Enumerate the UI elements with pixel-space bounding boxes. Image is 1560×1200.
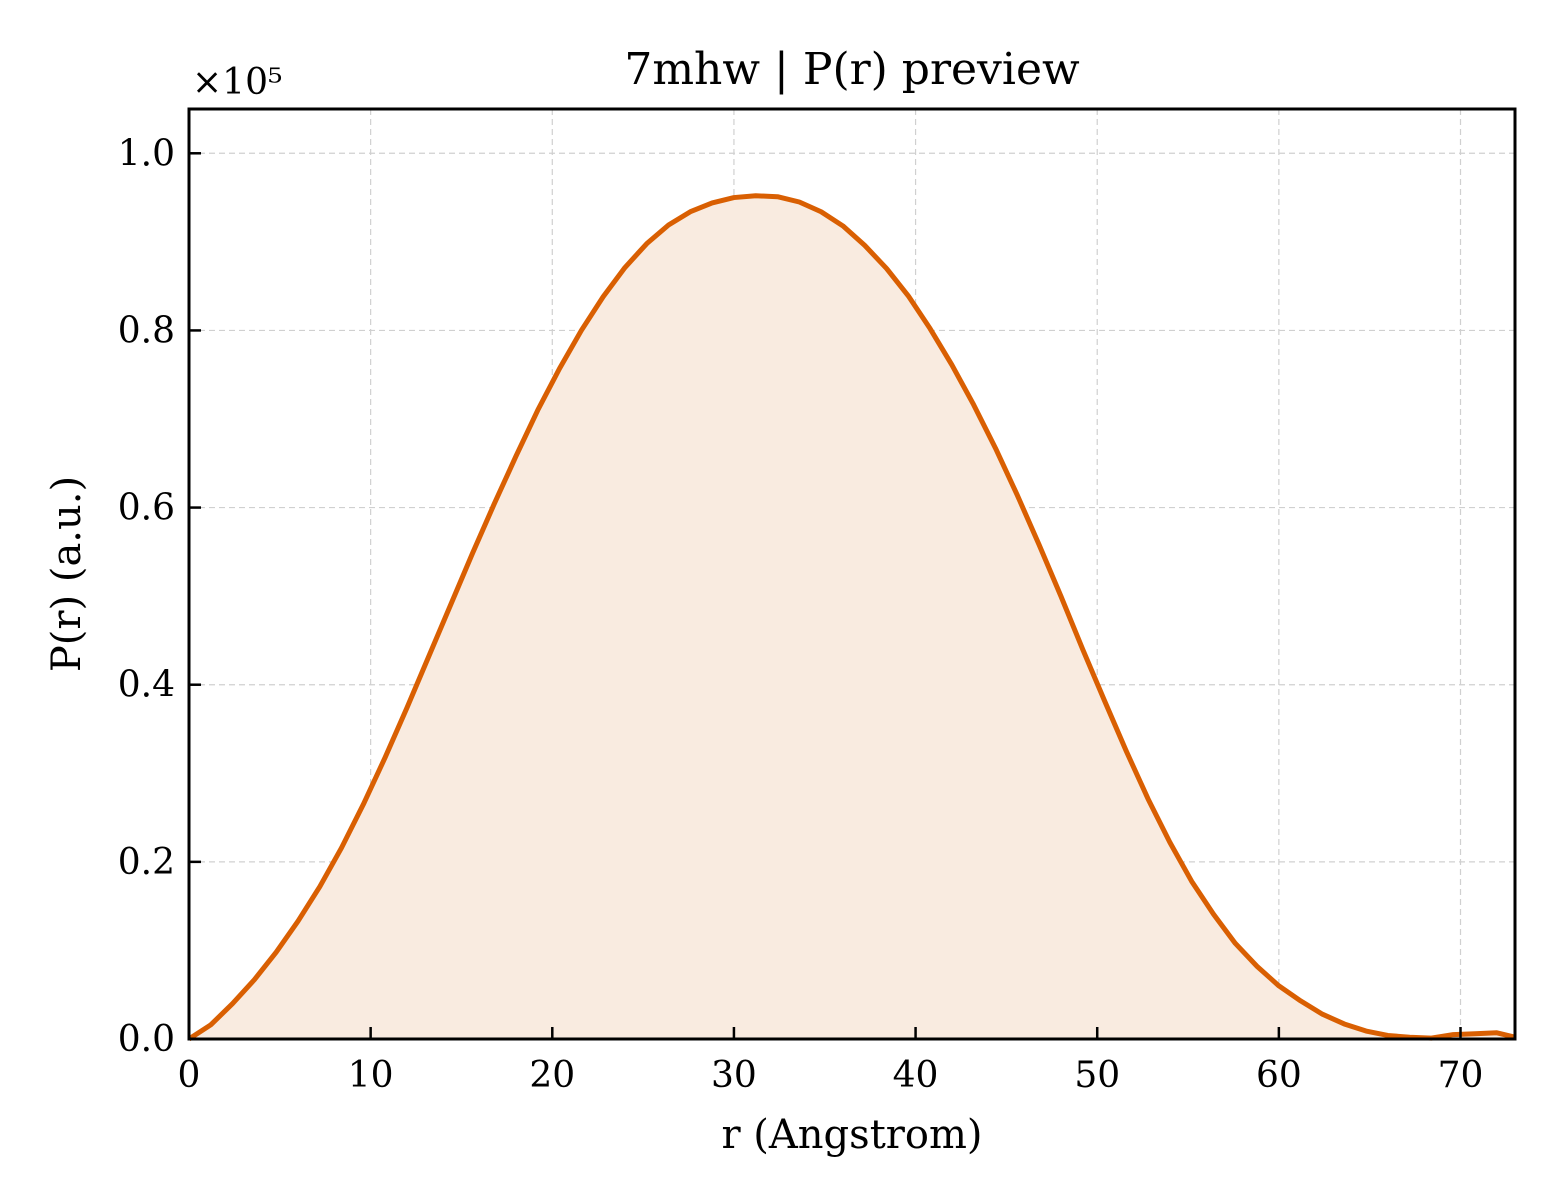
chart-title: 7mhw | P(r) preview xyxy=(624,44,1080,95)
x-tick-label: 40 xyxy=(893,1055,939,1096)
y-tick-label: 0.6 xyxy=(118,488,175,529)
x-tick-label: 0 xyxy=(178,1055,201,1096)
x-tick-label: 50 xyxy=(1074,1055,1120,1096)
x-axis-label: r (Angstrom) xyxy=(721,1112,982,1158)
y-tick-label: 0.4 xyxy=(118,665,175,706)
series-line xyxy=(187,193,1516,1042)
y-tick-label: 1.0 xyxy=(118,133,175,174)
plot-frame xyxy=(187,107,1517,1041)
y-tick-label: 0.2 xyxy=(118,842,175,883)
area-fill xyxy=(189,195,1515,1040)
x-tick-label: 60 xyxy=(1256,1055,1302,1096)
y-tick-label: 0.8 xyxy=(118,310,175,351)
x-tick-label: 10 xyxy=(348,1055,394,1096)
y-tick-label: 0.0 xyxy=(118,1019,175,1060)
x-tick-label: 20 xyxy=(529,1055,575,1096)
y-offset-label: ×10⁵ xyxy=(192,62,282,103)
x-tick-label: 30 xyxy=(711,1055,757,1096)
y-axis-label: P(r) (a.u.) xyxy=(44,476,90,672)
ticks: 0 10 20 30 40 50 60 70 0.0 0.2 0.4 0.6 0.8 1.0 xyxy=(118,133,1484,1096)
x-tick-label: 70 xyxy=(1438,1055,1484,1096)
